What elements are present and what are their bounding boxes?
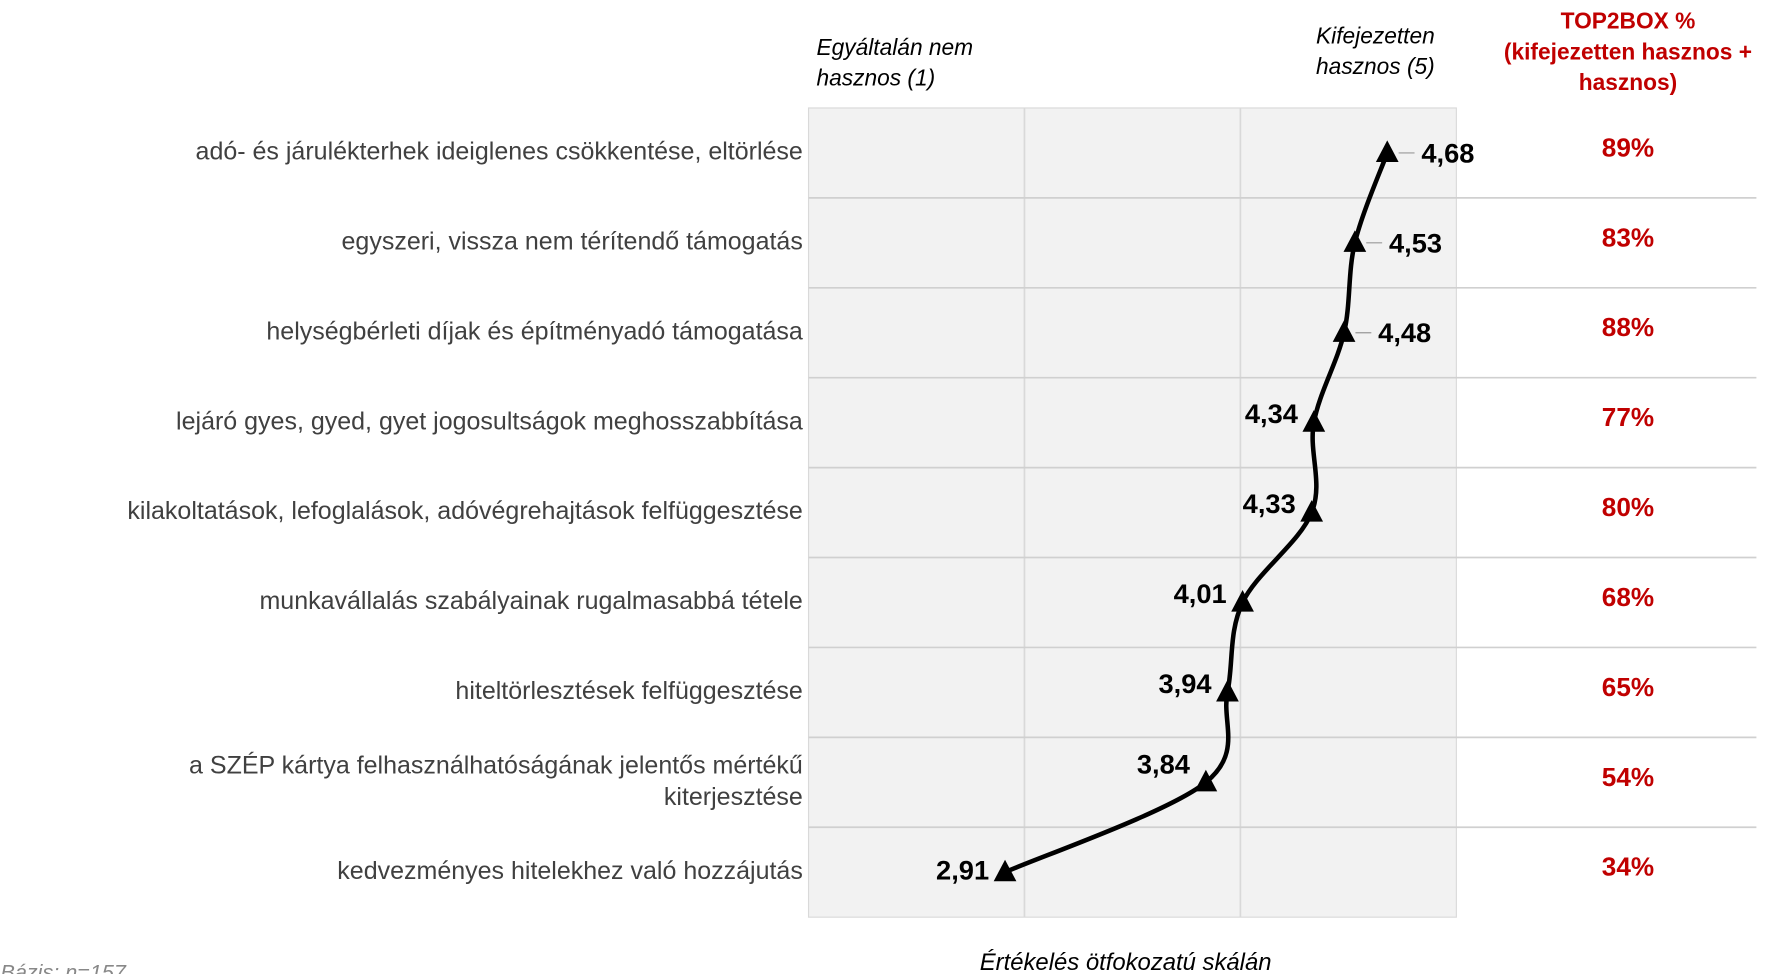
category-label: lejáró gyes, gyed, gyet jogosultságok me… <box>176 407 803 435</box>
marker <box>1231 589 1254 612</box>
data-label: 4,68 <box>1421 137 1474 168</box>
top2box-header: TOP2BOX % <box>1561 8 1696 34</box>
marker <box>1343 230 1367 252</box>
data-label: 4,53 <box>1389 227 1442 258</box>
category-label: helységbérleti díjak és építményadó támo… <box>266 317 803 345</box>
top2box-value: 88% <box>1602 312 1654 342</box>
top2box-value: 68% <box>1602 582 1654 612</box>
category-label: hiteltörlesztések felfüggesztése <box>455 677 802 705</box>
marker <box>993 859 1017 882</box>
left-annotation: hasznos (1) <box>816 65 935 91</box>
marker <box>1332 320 1356 342</box>
left-annotation: Egyáltalán nem <box>816 34 973 60</box>
top2box-value: 54% <box>1602 762 1654 792</box>
category-label: egyszeri, vissza nem térítendő támogatás <box>342 227 803 255</box>
marker <box>1300 500 1324 522</box>
category-label: kilakoltatások, lefoglalások, adóvégreha… <box>127 497 802 525</box>
right-annotation: Kifejezetten <box>1316 23 1435 49</box>
category-label: kedvezményes hitelekhez való hozzájutás <box>337 857 803 885</box>
data-label: 3,94 <box>1158 668 1212 699</box>
top2box-value: 83% <box>1602 222 1654 252</box>
data-label: 4,01 <box>1174 578 1227 609</box>
right-annotation: hasznos (5) <box>1316 53 1435 79</box>
top2box-value: 77% <box>1602 402 1654 432</box>
category-label: munkavállalás szabályainak rugalmasabbá … <box>259 587 802 615</box>
data-label: 2,91 <box>936 854 989 885</box>
top2box-value: 65% <box>1602 672 1654 702</box>
marker <box>1216 679 1239 702</box>
x-axis-label: Értékelés ötfokozatú skálán <box>980 949 1272 974</box>
top2box-header: hasznos) <box>1579 69 1677 95</box>
data-label: 4,34 <box>1245 398 1299 429</box>
marker <box>1194 769 1218 792</box>
footnote: Bázis: n=157 <box>0 960 126 974</box>
marker <box>1302 410 1326 432</box>
top2box-value: 89% <box>1602 132 1654 162</box>
top2box-value: 34% <box>1602 852 1654 882</box>
category-label: adó- és járulékterhek ideiglenes csökken… <box>196 138 803 166</box>
category-label: a SZÉP kártya felhasználhatóságának jele… <box>189 750 803 811</box>
data-label: 3,84 <box>1137 749 1191 780</box>
marker <box>1375 140 1399 163</box>
data-label: 4,48 <box>1378 317 1431 348</box>
top2box-value: 80% <box>1602 492 1654 522</box>
data-label: 4,33 <box>1243 488 1296 519</box>
top2box-header: (kifejezetten hasznos + <box>1504 38 1752 64</box>
